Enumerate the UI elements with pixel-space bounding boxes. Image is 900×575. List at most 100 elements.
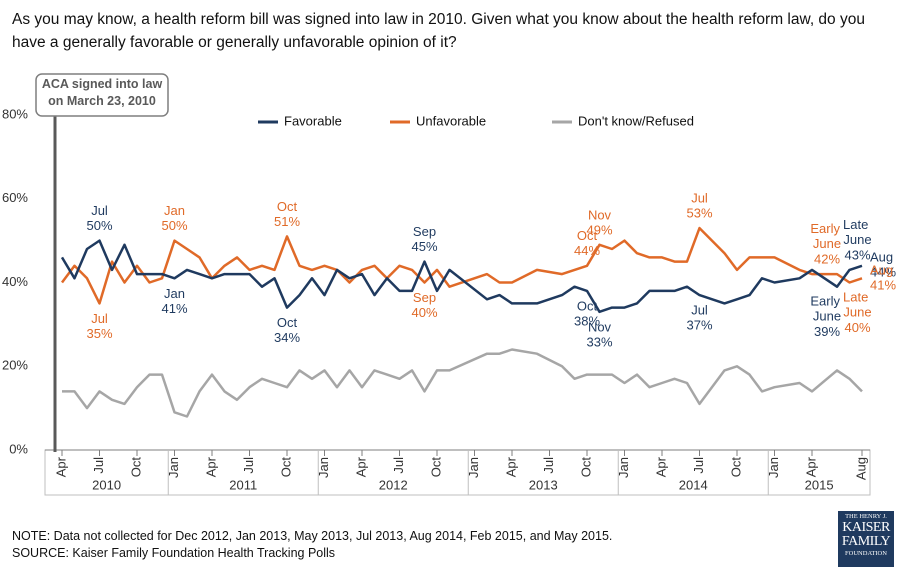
x-tick-label: Apr: [503, 456, 518, 477]
value-label: 45%: [411, 239, 437, 254]
x-tick-label: Jul: [541, 457, 556, 474]
logo-text: FOUNDATION: [845, 549, 887, 557]
value-label: 44%: [574, 243, 600, 258]
value-label: 41%: [161, 301, 187, 316]
point-label: Jul: [691, 191, 708, 206]
x-tick-label: Jan: [316, 457, 331, 478]
x-tick-label: Oct: [428, 457, 443, 478]
value-label: 34%: [274, 330, 300, 345]
year-label: 2010: [92, 477, 121, 492]
x-tick-label: Apr: [653, 456, 668, 477]
value-label: 44%: [870, 265, 896, 280]
point-label-line: Late: [843, 290, 872, 305]
logo: THE HENRY J. KAISER FAMILY FOUNDATION: [838, 511, 894, 567]
x-tick-label: Jul: [91, 457, 106, 474]
year-label: 2011: [229, 477, 257, 492]
logo-text: THE HENRY J.: [845, 513, 887, 520]
series-line: [62, 348, 863, 418]
note: NOTE: Data not collected for Dec 2012, J…: [12, 529, 613, 543]
point-label: Jan: [164, 203, 185, 218]
x-tick-label: Jan: [166, 457, 181, 478]
point-label: Aug: [870, 262, 893, 277]
point-label: Oct: [277, 199, 298, 214]
point-label-line: June: [813, 237, 841, 252]
y-tick-label: 40%: [2, 274, 28, 289]
value-label: 33%: [586, 334, 612, 349]
notes: NOTE: Data not collected for Dec 2012, J…: [12, 528, 612, 562]
value-label: 38%: [574, 313, 600, 328]
y-tick-label: 0%: [9, 441, 28, 456]
point-label: Jul: [691, 303, 708, 318]
legend-label: Don't know/Refused: [578, 113, 694, 128]
point-label: Nov: [588, 207, 612, 222]
value-label: 40%: [844, 320, 870, 335]
legend-label: Favorable: [284, 113, 342, 128]
logo-text: FAMILY: [841, 533, 891, 549]
year-label: 2012: [379, 477, 408, 492]
year-label: 2014: [679, 477, 708, 492]
value-label: 40%: [411, 305, 437, 320]
point-label-line: Early: [810, 222, 843, 237]
x-tick-label: Jul: [391, 457, 406, 474]
point-label: Late June: [843, 217, 872, 247]
y-tick-label: 60%: [2, 190, 28, 205]
point-label-line: Early: [810, 294, 843, 309]
y-tick-label: 80%: [2, 106, 28, 121]
legend-label: Unfavorable: [416, 113, 486, 128]
point-label: Aug: [870, 250, 893, 265]
year-label: 2015: [805, 477, 834, 492]
x-tick-label: Jan: [766, 457, 781, 478]
chart: ACA signed into law on March 23, 2010 0%…: [2, 73, 896, 496]
point-label-line: June: [843, 305, 871, 320]
annotation: ACA signed into law on March 23, 2010: [41, 77, 163, 108]
point-label: Jul: [91, 311, 108, 326]
x-tick-label: Apr: [203, 456, 218, 477]
annotation-box: [35, 73, 169, 117]
point-label-line: June: [813, 309, 841, 324]
x-tick-label: Oct: [728, 457, 743, 478]
point-label: Late June: [843, 290, 872, 320]
point-label: Oct: [577, 298, 598, 313]
annotation-wrap: ACA signed into law on March 23, 2010: [41, 77, 163, 108]
point-label-line: June: [843, 232, 871, 247]
point-label: Jul: [91, 203, 108, 218]
value-label: 50%: [86, 218, 112, 233]
x-tick-label: Jan: [616, 457, 631, 478]
point-label: Sep: [413, 224, 436, 239]
value-label: 43%: [844, 247, 870, 262]
chart-title: As you may know, a health reform bill wa…: [12, 11, 865, 51]
year-label: 2013: [529, 477, 558, 492]
x-tick-label: Oct: [128, 457, 143, 478]
x-tick-label: Oct: [278, 457, 293, 478]
x-tick-label: Apr: [53, 456, 68, 477]
x-tick-label: Oct: [578, 457, 593, 478]
point-label: Nov: [588, 319, 612, 334]
y-tick-label: 20%: [2, 358, 28, 373]
point-label: Sep: [413, 290, 436, 305]
value-label: 39%: [814, 324, 840, 339]
source: SOURCE: Kaiser Family Foundation Health …: [12, 546, 336, 560]
point-label: Early June: [810, 222, 843, 252]
point-label-line: Late: [843, 217, 872, 232]
series-line: [60, 239, 863, 314]
value-label: 49%: [586, 222, 612, 237]
logo-text: KAISER: [842, 519, 890, 535]
value-label: 42%: [814, 252, 840, 267]
value-label: 41%: [870, 277, 896, 292]
x-tick-label: Apr: [803, 456, 818, 477]
value-label: 51%: [274, 214, 300, 229]
x-tick-label: Aug: [853, 457, 868, 480]
x-tick-label: Jul: [691, 457, 706, 474]
value-label: 50%: [161, 218, 187, 233]
point-label: Early June: [810, 294, 843, 324]
x-tick-label: Jul: [241, 457, 256, 474]
point-label: Jan: [164, 286, 185, 301]
point-label: Oct: [277, 315, 298, 330]
value-label: 37%: [686, 318, 712, 333]
value-label: 35%: [86, 326, 112, 341]
x-tick-label: Jan: [466, 457, 481, 478]
value-label: 53%: [686, 206, 712, 221]
point-label: Oct: [577, 228, 598, 243]
x-tick-label: Apr: [353, 456, 368, 477]
